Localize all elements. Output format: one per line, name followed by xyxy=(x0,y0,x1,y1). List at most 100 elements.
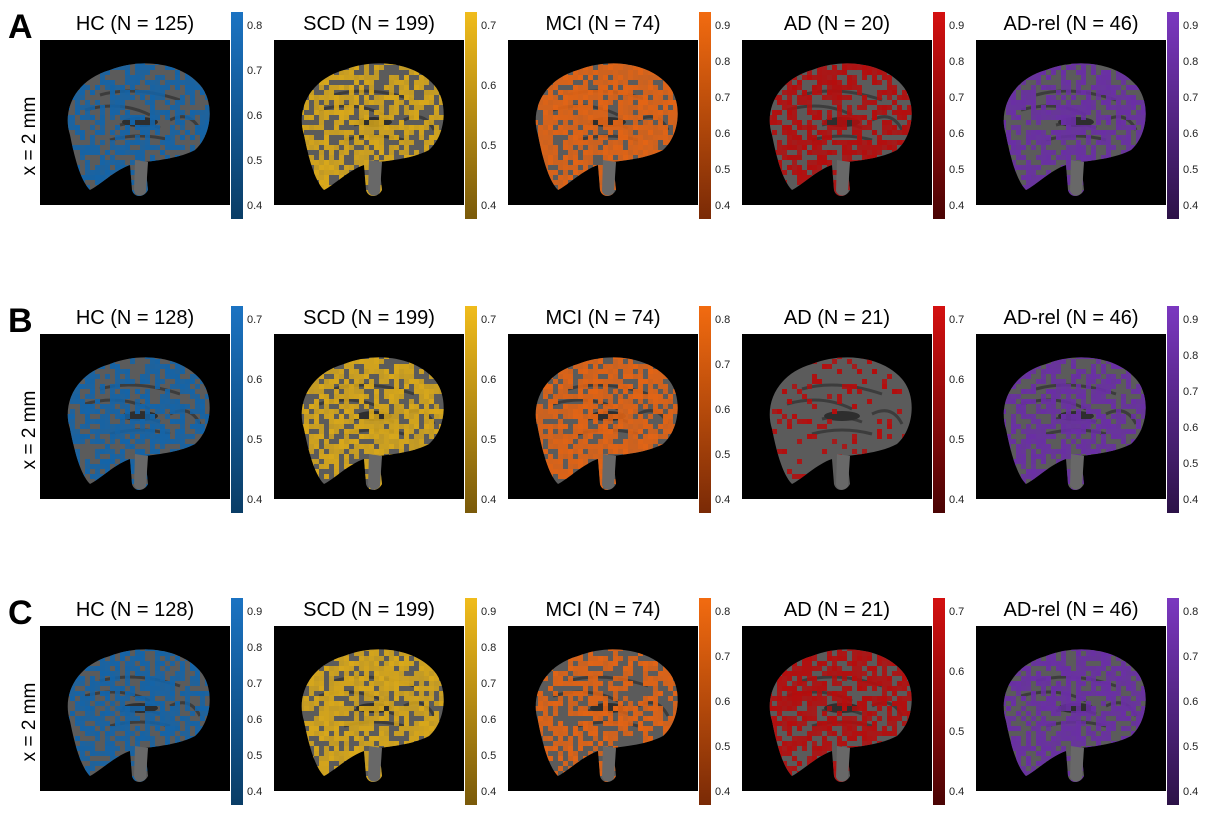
colorbar-tick-label: 0.4 xyxy=(949,200,964,212)
colorbar-tick-label: 0.7 xyxy=(247,65,262,77)
colorbar-tick-label: 0.4 xyxy=(1183,494,1198,506)
colorbar-tick-label: 0.9 xyxy=(247,606,262,618)
brain-slice-image xyxy=(742,40,932,205)
panel-title: AD-rel (N = 46) xyxy=(976,13,1166,36)
panel-title: AD-rel (N = 46) xyxy=(976,307,1166,330)
colorbar xyxy=(231,306,243,513)
colorbar-tick-label: 0.6 xyxy=(949,666,964,678)
colorbar-tick-label: 0.5 xyxy=(1183,164,1198,176)
colorbar-tick-label: 0.8 xyxy=(247,20,262,32)
colorbar-tick-label: 0.4 xyxy=(481,786,496,798)
colorbar-tick-label: 0.7 xyxy=(481,678,496,690)
colorbar-tick-label: 0.4 xyxy=(247,786,262,798)
colorbar-tick-label: 0.7 xyxy=(949,606,964,618)
colorbar-tick-label: 0.5 xyxy=(247,750,262,762)
colorbar xyxy=(699,306,711,513)
panel-title: MCI (N = 74) xyxy=(508,307,698,330)
row-y-label: x = 2 mm xyxy=(19,391,41,470)
colorbar-tick-label: 0.4 xyxy=(715,200,730,212)
colorbar-tick-label: 0.6 xyxy=(715,128,730,140)
brain-slice-image xyxy=(274,334,464,499)
colorbar-tick-label: 0.9 xyxy=(715,20,730,32)
colorbar-tick-label: 0.8 xyxy=(715,606,730,618)
colorbar-tick-label: 0.6 xyxy=(1183,696,1198,708)
brain-slice-image xyxy=(976,626,1166,791)
colorbar-tick-label: 0.6 xyxy=(1183,422,1198,434)
panel-title: AD (N = 21) xyxy=(742,307,932,330)
colorbar-tick-label: 0.7 xyxy=(481,314,496,326)
brain-slice-image xyxy=(976,40,1166,205)
colorbar-tick-label: 0.6 xyxy=(1183,128,1198,140)
colorbar xyxy=(231,12,243,219)
panel-title: HC (N = 128) xyxy=(40,599,230,622)
colorbar-tick-label: 0.7 xyxy=(481,20,496,32)
brain-slice-image xyxy=(40,626,230,791)
colorbar-tick-label: 0.8 xyxy=(949,56,964,68)
colorbar xyxy=(465,12,477,219)
colorbar-tick-label: 0.4 xyxy=(715,786,730,798)
brain-slice-image xyxy=(40,334,230,499)
brain-slice-image xyxy=(976,334,1166,499)
colorbar xyxy=(699,12,711,219)
brain-slice-image xyxy=(274,626,464,791)
colorbar-tick-label: 0.5 xyxy=(481,750,496,762)
colorbar-tick-label: 0.7 xyxy=(247,314,262,326)
colorbar-tick-label: 0.6 xyxy=(715,696,730,708)
colorbar-tick-label: 0.4 xyxy=(949,494,964,506)
panel-title: MCI (N = 74) xyxy=(508,599,698,622)
colorbar xyxy=(231,598,243,805)
colorbar-tick-label: 0.6 xyxy=(481,714,496,726)
colorbar-tick-label: 0.5 xyxy=(1183,741,1198,753)
colorbar-tick-label: 0.8 xyxy=(1183,350,1198,362)
row-y-label: x = 2 mm xyxy=(19,97,41,176)
panel-title: SCD (N = 199) xyxy=(274,599,464,622)
colorbar-tick-label: 0.4 xyxy=(949,786,964,798)
row-letter: B xyxy=(8,302,33,341)
colorbar-tick-label: 0.6 xyxy=(949,128,964,140)
colorbar-tick-label: 0.7 xyxy=(949,314,964,326)
brain-slice-image xyxy=(742,334,932,499)
colorbar-tick-label: 0.8 xyxy=(1183,56,1198,68)
colorbar-tick-label: 0.4 xyxy=(1183,200,1198,212)
panel-title: HC (N = 125) xyxy=(40,13,230,36)
panel-title: AD (N = 21) xyxy=(742,599,932,622)
colorbar-tick-label: 0.7 xyxy=(1183,386,1198,398)
colorbar-tick-label: 0.6 xyxy=(715,404,730,416)
colorbar-tick-label: 0.8 xyxy=(715,314,730,326)
colorbar-tick-label: 0.4 xyxy=(247,494,262,506)
colorbar-tick-label: 0.5 xyxy=(949,164,964,176)
row-y-label: x = 2 mm xyxy=(19,683,41,762)
colorbar-tick-label: 0.5 xyxy=(715,449,730,461)
colorbar-tick-label: 0.7 xyxy=(1183,92,1198,104)
colorbar xyxy=(465,598,477,805)
brain-slice-image xyxy=(508,626,698,791)
colorbar-tick-label: 0.7 xyxy=(715,359,730,371)
colorbar-tick-label: 0.7 xyxy=(1183,651,1198,663)
colorbar-tick-label: 0.9 xyxy=(1183,314,1198,326)
colorbar-tick-label: 0.4 xyxy=(247,200,262,212)
colorbar-tick-label: 0.4 xyxy=(481,494,496,506)
colorbar-tick-label: 0.9 xyxy=(949,20,964,32)
colorbar xyxy=(933,598,945,805)
panel-title: MCI (N = 74) xyxy=(508,13,698,36)
colorbar-tick-label: 0.4 xyxy=(1183,786,1198,798)
colorbar-tick-label: 0.6 xyxy=(247,374,262,386)
colorbar-tick-label: 0.7 xyxy=(715,651,730,663)
colorbar-tick-label: 0.5 xyxy=(247,155,262,167)
brain-slice-image xyxy=(742,626,932,791)
colorbar xyxy=(933,12,945,219)
